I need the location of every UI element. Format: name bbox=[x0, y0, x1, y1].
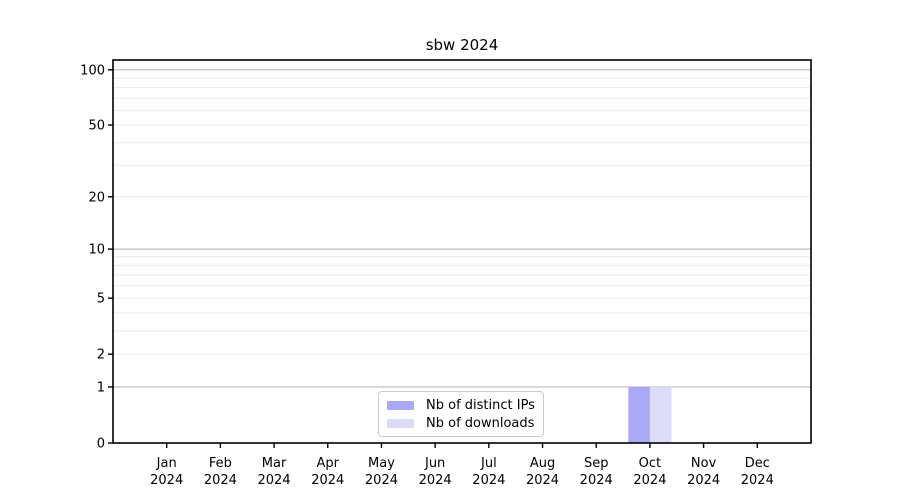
x-tick-year-nov: 2024 bbox=[687, 473, 720, 488]
legend-label-downloads: Nb of downloads bbox=[426, 415, 535, 431]
x-tick-label-jun: Jun bbox=[424, 456, 445, 471]
legend-swatch-downloads-icon bbox=[387, 418, 414, 428]
x-tick-year-mar: 2024 bbox=[258, 473, 291, 488]
x-tick-label-apr: Apr bbox=[317, 456, 340, 471]
x-tick-year-sep: 2024 bbox=[580, 473, 613, 488]
y-tick-label-2: 2 bbox=[97, 348, 105, 363]
x-tick-label-may: May bbox=[368, 456, 395, 471]
legend-item-distinct-ips: Nb of distinct IPs bbox=[387, 397, 535, 415]
y-tick-label-50: 50 bbox=[88, 119, 105, 134]
y-tick-label-10: 10 bbox=[88, 243, 105, 258]
bar-oct-downloads bbox=[649, 386, 672, 443]
y-tick-label-100: 100 bbox=[80, 63, 105, 78]
chart-title: sbw 2024 bbox=[425, 36, 499, 54]
y-tick-label-20: 20 bbox=[88, 190, 105, 205]
x-tick-year-dec: 2024 bbox=[741, 473, 774, 488]
legend-item-downloads: Nb of downloads bbox=[387, 415, 534, 433]
x-tick-year-oct: 2024 bbox=[633, 473, 666, 488]
x-tick-year-jul: 2024 bbox=[472, 473, 505, 488]
y-tick-label-0: 0 bbox=[97, 437, 105, 452]
x-tick-label-jan: Jan bbox=[156, 456, 177, 471]
y-tick-label-5: 5 bbox=[97, 292, 105, 307]
x-tick-year-jun: 2024 bbox=[419, 473, 452, 488]
x-tick-label-aug: Aug bbox=[530, 456, 555, 471]
x-tick-label-mar: Mar bbox=[262, 456, 287, 471]
x-tick-label-nov: Nov bbox=[691, 456, 717, 471]
x-tick-year-apr: 2024 bbox=[311, 473, 344, 488]
legend: Nb of distinct IPs Nb of downloads bbox=[378, 391, 544, 437]
x-tick-label-oct: Oct bbox=[639, 456, 661, 471]
x-tick-year-aug: 2024 bbox=[526, 473, 559, 488]
x-tick-year-may: 2024 bbox=[365, 473, 398, 488]
x-tick-year-jan: 2024 bbox=[150, 473, 183, 488]
legend-swatch-distinct-ips-icon bbox=[387, 401, 414, 411]
y-tick-label-1: 1 bbox=[97, 380, 105, 395]
x-tick-label-dec: Dec bbox=[745, 456, 770, 471]
bar-oct-distinct-ips bbox=[628, 386, 650, 443]
x-tick-label-feb: Feb bbox=[209, 456, 232, 471]
x-tick-label-jul: Jul bbox=[480, 456, 497, 471]
x-tick-label-sep: Sep bbox=[584, 456, 609, 471]
axis-box bbox=[112, 59, 812, 444]
legend-label-distinct-ips: Nb of distinct IPs bbox=[426, 398, 535, 414]
x-tick-year-feb: 2024 bbox=[204, 473, 237, 488]
